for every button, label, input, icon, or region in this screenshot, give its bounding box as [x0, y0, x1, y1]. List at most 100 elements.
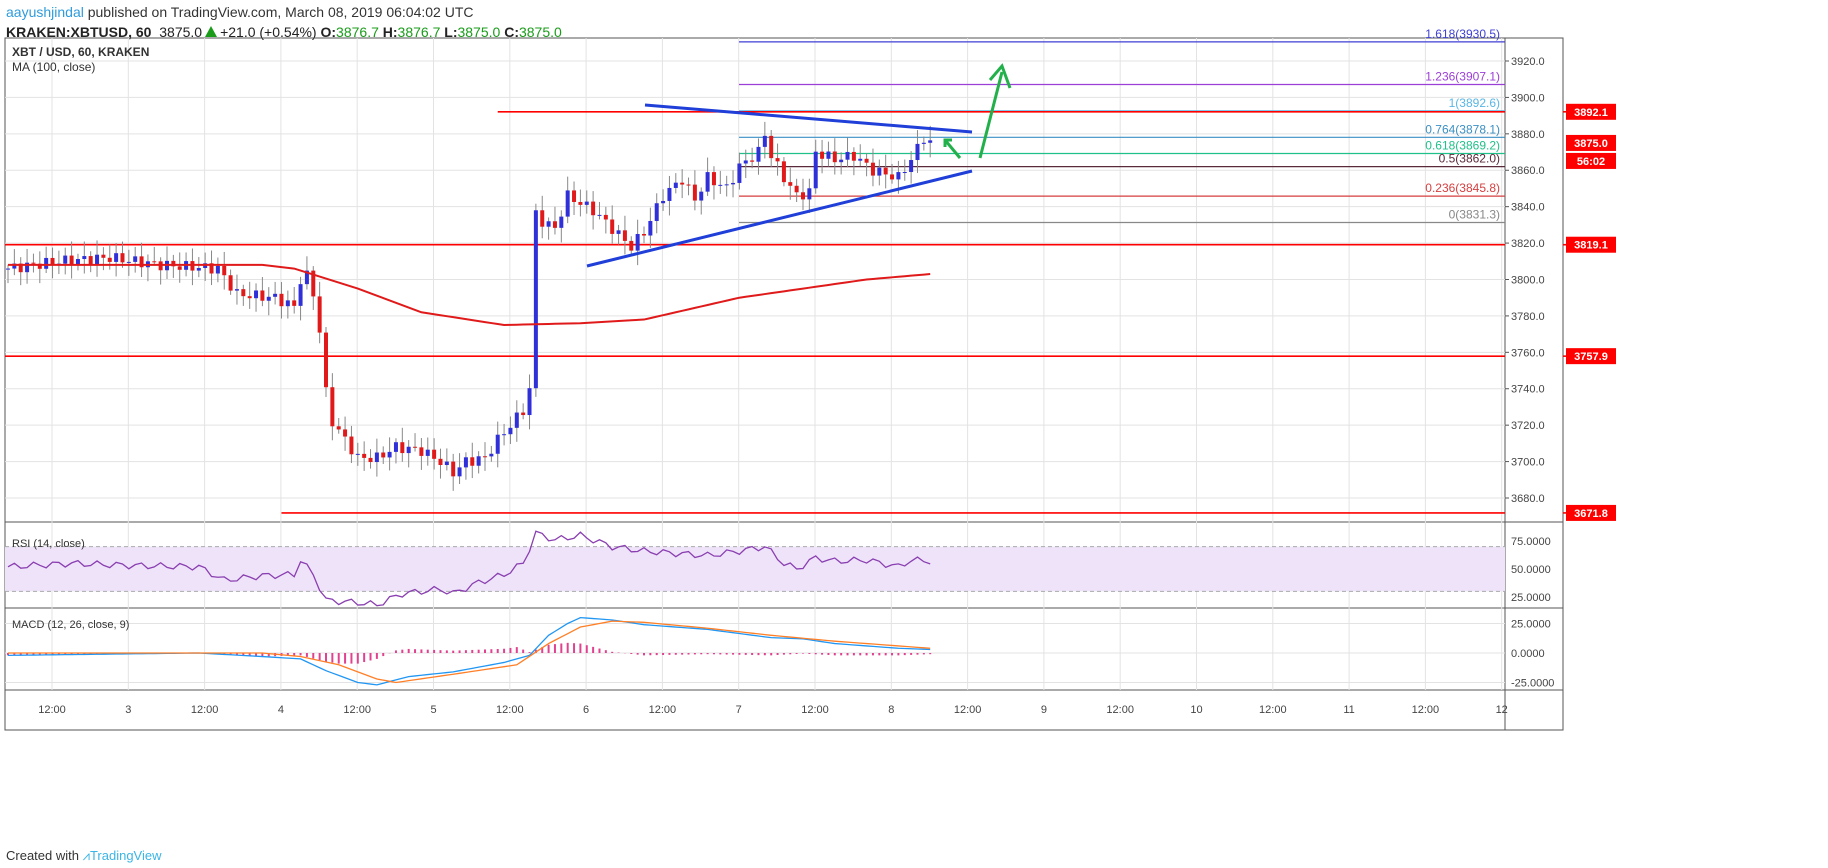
candle-body	[196, 267, 201, 271]
candle-body	[896, 172, 901, 180]
y-tick-label: 3860.0	[1511, 165, 1545, 177]
y-tick-label: 3720.0	[1511, 420, 1545, 432]
macd-tick: -25.0000	[1511, 678, 1554, 690]
fib-label-1.618: 1.618(3930.5)	[1425, 27, 1500, 41]
candle-body	[381, 452, 386, 458]
candle-body	[25, 262, 30, 273]
candle-body	[107, 257, 112, 262]
candle-body	[311, 270, 316, 297]
candle-body	[463, 457, 468, 468]
x-tick-label: 8	[888, 704, 894, 716]
level-label: 3757.9	[1574, 351, 1608, 363]
up-triangle-icon	[205, 26, 218, 37]
x-tick-label: 7	[736, 704, 742, 716]
candle-body	[400, 442, 405, 454]
candle-body	[737, 163, 742, 183]
candle-body	[705, 172, 710, 192]
o-label: O:	[320, 24, 337, 40]
candle-body	[209, 263, 214, 274]
candle-body	[483, 456, 487, 458]
open-value: 3876.7	[336, 24, 379, 40]
y-tick-label: 3840.0	[1511, 202, 1545, 214]
x-tick-label: 12:00	[1412, 704, 1440, 716]
candle-body	[101, 254, 106, 258]
candle-body	[699, 191, 704, 201]
candle-body	[260, 290, 265, 301]
author-link[interactable]: aayushjindal	[6, 4, 84, 20]
tradingview-logo-icon: ⩘	[82, 848, 90, 863]
candle-body	[870, 162, 875, 176]
candle-body	[362, 453, 367, 458]
candle-body	[95, 254, 100, 265]
candle-body	[457, 467, 462, 477]
candle-body	[88, 256, 93, 265]
x-tick-label: 11	[1343, 704, 1354, 716]
candle-body	[610, 219, 615, 234]
rsi-tick: 25.0000	[1511, 592, 1551, 604]
level-label: 3892.1	[1574, 107, 1608, 119]
upper-trendline	[644, 103, 973, 134]
y-tick-label: 3700.0	[1511, 457, 1545, 469]
candle-body	[266, 296, 271, 301]
candle-body	[756, 146, 761, 162]
candle-body	[234, 289, 239, 291]
candle-body	[540, 210, 545, 227]
candle-body	[826, 151, 831, 159]
candle-body	[654, 203, 659, 221]
candle-body	[336, 426, 341, 430]
candle-body	[451, 461, 456, 477]
candle-body	[794, 185, 799, 193]
high-value: 3876.7	[397, 24, 441, 40]
rsi-line	[7, 530, 931, 607]
macd-tick: 0.0000	[1511, 648, 1545, 660]
y-tick-label: 3740.0	[1511, 384, 1545, 396]
candle-body	[769, 135, 774, 159]
x-tick-label: 12:00	[1259, 704, 1287, 716]
candle-body	[139, 256, 144, 268]
candle-body	[692, 184, 697, 201]
candle-body	[425, 449, 430, 456]
level-badge	[1566, 236, 1616, 253]
candle-body	[807, 188, 812, 200]
x-tick-label: 12:00	[343, 704, 371, 716]
x-tick-label: 3	[125, 704, 131, 716]
created-with-text: Created with	[6, 848, 79, 863]
x-tick-label: 10	[1190, 704, 1202, 716]
candle-body	[686, 184, 691, 186]
candle-body	[673, 182, 678, 188]
arrowhead-up	[988, 63, 1012, 89]
y-tick-label: 3760.0	[1511, 347, 1545, 359]
candle-body	[368, 457, 373, 463]
level-label: 3819.1	[1574, 240, 1608, 252]
candle-body	[750, 160, 755, 162]
candle-body	[432, 449, 437, 459]
candle-body	[44, 257, 49, 269]
candle-body	[120, 253, 125, 263]
x-tick-label: 12:00	[1106, 704, 1134, 716]
candle-body	[591, 201, 596, 216]
candle-body	[928, 140, 933, 143]
candle-body	[514, 412, 519, 428]
chart-frame	[4, 37, 1564, 731]
low-value: 3875.0	[457, 24, 501, 40]
signal-line	[8, 620, 931, 684]
macd-legend: MACD (12, 26, close, 9)	[12, 619, 129, 631]
candle-body	[775, 158, 780, 162]
last-price: 3875.0	[159, 24, 203, 40]
candle-body	[622, 230, 627, 241]
tradingview-link[interactable]: TradingView	[89, 848, 162, 863]
fib-label-1.236: 1.236(3907.1)	[1425, 69, 1500, 83]
x-tick-label: 12:00	[649, 704, 677, 716]
rsi-band	[5, 546, 1505, 592]
symbol-info: KRAKEN:XBTUSD, 60 3875.0 +21.0 (+0.54%) O…	[6, 24, 562, 40]
candle-body	[324, 332, 328, 388]
rsi-tick: 75.0000	[1511, 536, 1551, 548]
fib-label-0: 0(3831.3)	[1449, 208, 1500, 222]
lower-trendline	[586, 169, 973, 268]
x-tick-label: 12:00	[801, 704, 829, 716]
candle-body	[597, 214, 602, 216]
candle-body	[877, 167, 882, 176]
candle-body	[813, 151, 818, 189]
candle-body	[743, 160, 748, 164]
